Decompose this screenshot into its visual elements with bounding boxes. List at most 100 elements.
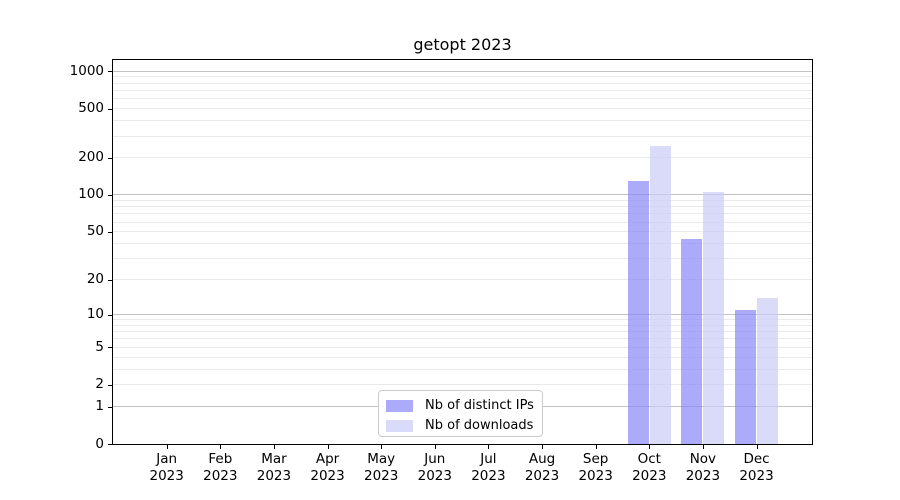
ytick-label-500: 500 bbox=[78, 100, 104, 116]
xtick-label-aug: Aug 2023 bbox=[500, 451, 584, 484]
gridline-minor-20 bbox=[113, 279, 812, 281]
bar-dec-downloads bbox=[757, 297, 779, 444]
gridline-minor-500 bbox=[113, 108, 812, 109]
xtick-label-apr: Apr 2023 bbox=[286, 451, 370, 484]
xtick-year-aug: 2023 bbox=[524, 467, 560, 484]
ytick-label-5: 5 bbox=[95, 338, 104, 355]
gridline-major-1000 bbox=[113, 70, 812, 72]
ytick-mark-500 bbox=[108, 108, 112, 110]
xtick-label-mar: Mar 2023 bbox=[232, 451, 316, 484]
legend-label-distinct-ips: Nb of distinct IPs bbox=[425, 398, 534, 413]
gridline-minor-9 bbox=[113, 319, 812, 321]
xtick-month-sep: Sep bbox=[582, 451, 609, 467]
gridline-minor-80 bbox=[113, 206, 812, 208]
bar-nov-distinct-ips bbox=[681, 238, 703, 444]
legend: Nb of distinct IPs Nb of downloads bbox=[378, 390, 543, 437]
ytick-mark-1 bbox=[108, 406, 112, 408]
xtick-label-jan: Jan 2023 bbox=[125, 451, 209, 484]
gridline-minor-40 bbox=[113, 243, 812, 245]
xtick-label-feb: Feb 2023 bbox=[178, 451, 262, 484]
xtick-year-jan: 2023 bbox=[149, 467, 184, 484]
xtick-year-nov: 2023 bbox=[685, 467, 721, 484]
ytick-mark-200 bbox=[108, 157, 112, 159]
xtick-year-sep: 2023 bbox=[578, 467, 613, 484]
xtick-month-aug: Aug bbox=[528, 451, 556, 467]
ytick-mark-50 bbox=[108, 231, 112, 233]
legend-label-downloads: Nb of downloads bbox=[425, 418, 534, 433]
gridline-minor-7 bbox=[113, 331, 812, 333]
ytick-label-10: 10 bbox=[86, 306, 104, 323]
gridline-major-100 bbox=[113, 194, 812, 196]
ytick-mark-100 bbox=[108, 194, 112, 196]
xtick-year-oct: 2023 bbox=[632, 467, 667, 484]
xtick-year-apr: 2023 bbox=[310, 467, 345, 484]
ytick-label-100: 100 bbox=[78, 186, 104, 203]
gridline-minor-400 bbox=[113, 120, 812, 122]
xtick-month-oct: Oct bbox=[637, 451, 661, 467]
gridline-minor-6 bbox=[113, 338, 812, 340]
xtick-mark-may bbox=[381, 445, 383, 449]
xtick-mark-jan bbox=[166, 445, 168, 449]
gridline-minor-800 bbox=[113, 82, 812, 84]
xtick-mark-dec bbox=[756, 445, 758, 449]
xtick-year-may: 2023 bbox=[363, 467, 399, 484]
ytick-mark-2 bbox=[108, 384, 112, 386]
bar-nov-downloads bbox=[703, 192, 725, 444]
xtick-label-oct: Oct 2023 bbox=[607, 451, 691, 484]
xtick-year-feb: 2023 bbox=[203, 467, 238, 484]
gridline-minor-50 bbox=[113, 231, 812, 233]
legend-swatch-distinct-ips bbox=[386, 399, 413, 412]
plot-area bbox=[112, 59, 813, 445]
gridline-minor-700 bbox=[113, 89, 812, 91]
ytick-mark-20 bbox=[108, 279, 112, 281]
bar-dec-distinct-ips bbox=[735, 309, 757, 444]
xtick-mark-feb bbox=[220, 445, 222, 449]
xtick-month-jun: Jun bbox=[424, 451, 446, 467]
gridlines-layer bbox=[113, 60, 812, 444]
ytick-mark-1000 bbox=[108, 71, 112, 73]
xtick-year-mar: 2023 bbox=[256, 467, 292, 484]
bars-layer bbox=[113, 60, 812, 444]
xtick-mark-sep bbox=[595, 445, 597, 449]
ytick-label-20: 20 bbox=[86, 271, 104, 288]
xtick-mark-jun bbox=[434, 445, 436, 449]
xtick-year-jun: 2023 bbox=[417, 467, 452, 484]
ytick-label-1000: 1000 bbox=[69, 62, 104, 79]
legend-entry-downloads: Nb of downloads bbox=[386, 417, 542, 434]
xtick-year-dec: 2023 bbox=[739, 467, 774, 484]
gridline-major-10 bbox=[113, 314, 812, 316]
xtick-month-apr: Apr bbox=[315, 451, 340, 467]
xtick-mark-aug bbox=[542, 445, 544, 449]
gridline-minor-3 bbox=[113, 368, 812, 370]
bar-oct-downloads bbox=[649, 145, 671, 444]
ytick-label-50: 50 bbox=[86, 223, 104, 240]
gridline-minor-5 bbox=[113, 346, 812, 348]
ytick-label-0: 0 bbox=[95, 435, 104, 452]
gridline-minor-900 bbox=[113, 76, 812, 78]
gridline-minor-8 bbox=[113, 324, 812, 326]
xtick-mark-apr bbox=[327, 445, 329, 449]
xtick-month-dec: Dec bbox=[743, 451, 770, 467]
xtick-mark-oct bbox=[649, 445, 651, 449]
gridline-minor-4 bbox=[113, 356, 812, 358]
gridline-minor-30 bbox=[113, 258, 812, 260]
gridline-minor-300 bbox=[113, 135, 812, 137]
xtick-label-sep: Sep 2023 bbox=[554, 451, 638, 484]
ytick-mark-10 bbox=[108, 314, 112, 316]
xtick-month-jul: Jul bbox=[480, 451, 497, 467]
xtick-mark-jul bbox=[488, 445, 490, 449]
gridline-minor-200 bbox=[113, 157, 812, 159]
xtick-month-mar: Mar bbox=[261, 451, 287, 467]
ytick-label-200: 200 bbox=[78, 149, 104, 166]
xtick-mark-nov bbox=[702, 445, 704, 449]
ytick-mark-0 bbox=[108, 444, 112, 445]
xtick-label-nov: Nov 2023 bbox=[661, 451, 745, 484]
bar-oct-distinct-ips bbox=[627, 180, 649, 444]
xtick-label-jul: Jul 2023 bbox=[446, 451, 530, 484]
ytick-label-2: 2 bbox=[95, 376, 104, 393]
gridline-minor-600 bbox=[113, 98, 812, 100]
xtick-label-jun: Jun 2023 bbox=[393, 451, 477, 484]
legend-swatch-downloads bbox=[386, 419, 413, 432]
ytick-label-1: 1 bbox=[95, 398, 104, 415]
